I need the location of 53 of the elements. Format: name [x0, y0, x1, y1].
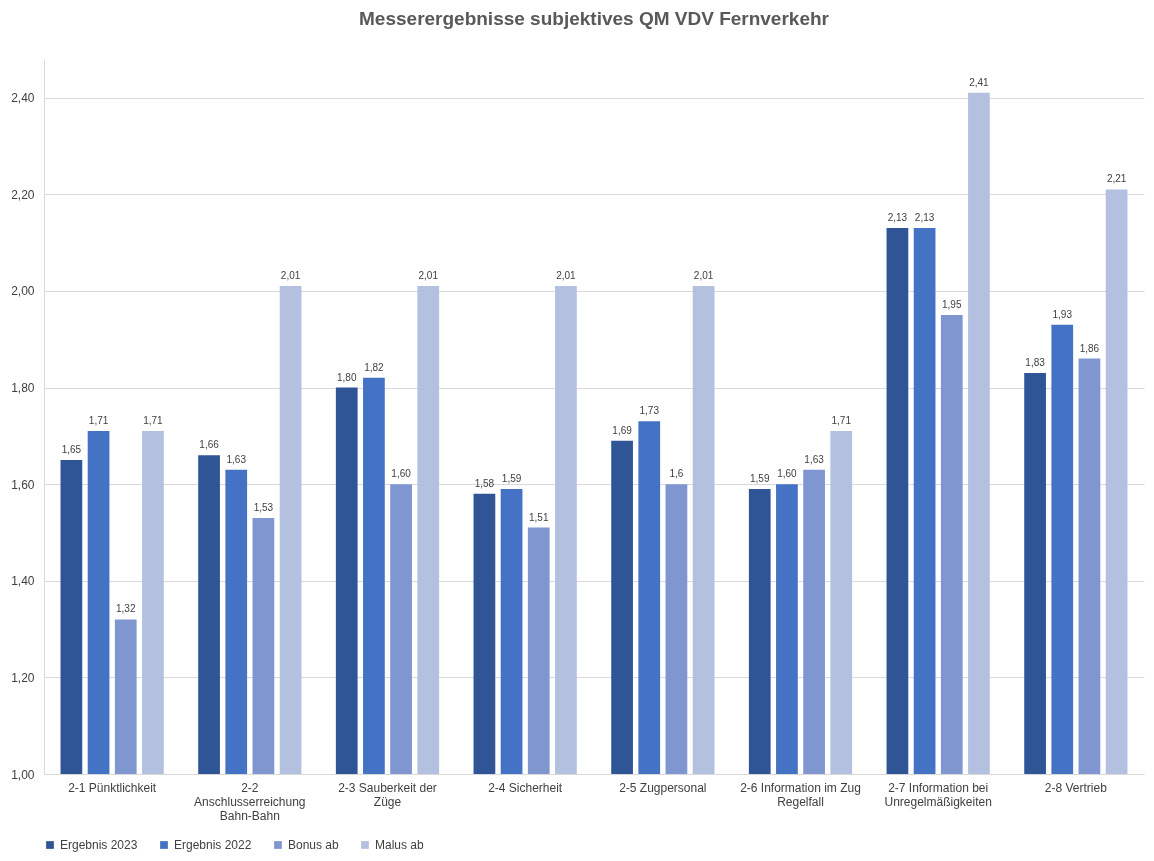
legend-label: Ergebnis 2022 [174, 838, 252, 852]
x-tick-label: 2-4 Sicherheit [488, 780, 563, 795]
data-label: 2,21 [1106, 173, 1127, 185]
data-label: 2,41 [969, 76, 990, 88]
x-tick-label: 2-2 Anschlusserreichung Bahn-Bahn [194, 780, 306, 823]
data-label: 1,59 [501, 472, 522, 484]
data-label: 1,66 [199, 439, 220, 451]
data-label: 1,71 [831, 414, 852, 426]
x-tick-label: 2-3 Sauberkeit der Züge [338, 780, 437, 809]
y-tick-label: 1,20 [11, 670, 35, 685]
x-tick-label: 2-5 Zugpersonal [619, 780, 707, 795]
data-label: 2,13 [887, 212, 908, 224]
data-label: 1,83 [1025, 357, 1046, 369]
data-label: 1,65 [61, 443, 82, 455]
legend-label: Malus ab [375, 838, 425, 852]
data-label: 1,60 [777, 468, 798, 480]
data-label: 2,01 [693, 270, 714, 282]
data-label: 1,95 [942, 299, 962, 311]
data-label: 2,01 [556, 270, 577, 282]
data-label: 1,69 [612, 424, 633, 436]
data-label: 1,32 [116, 603, 136, 615]
y-tick-label: 2,40 [11, 91, 35, 106]
data-label: 1,63 [804, 453, 825, 465]
data-label: 1,86 [1079, 342, 1100, 354]
data-label: 1,58 [474, 477, 495, 489]
data-label: 1,59 [750, 472, 770, 484]
y-tick-label: 1,80 [11, 381, 35, 396]
data-label: 2,13 [914, 212, 935, 224]
x-tick-label: 2-1 Pünktlichkeit [68, 780, 157, 795]
x-tick-label: 2-6 Information im Zug Regelfall [740, 780, 861, 809]
y-tick-label: 2,20 [11, 187, 35, 202]
data-label: 1,63 [226, 453, 247, 465]
legend-label: Bonus ab [288, 838, 340, 852]
legend-label: Ergebnis 2023 [60, 838, 138, 852]
data-label: 1,82 [364, 361, 385, 373]
data-label: 1,51 [529, 511, 549, 523]
data-label: 1,93 [1052, 308, 1073, 320]
data-label: 2,01 [418, 270, 439, 282]
data-label: 1,71 [143, 414, 164, 426]
data-label: 2,01 [280, 270, 301, 282]
x-tick-label: 2-8 Vertrieb [1044, 780, 1108, 795]
y-tick-label: 1,40 [11, 574, 35, 589]
x-tick-label: 2-7 Information bei Unregelmäßigkeiten [884, 780, 992, 809]
y-tick-label: 1,00 [11, 767, 35, 782]
data-label: 1,53 [253, 501, 274, 513]
chart-title: Messerergebnisse subjektives QM VDV Fernverkehr [359, 8, 830, 29]
y-tick-label: 2,00 [11, 284, 35, 299]
data-label: 1,60 [391, 468, 412, 480]
y-tick-label: 1,60 [11, 477, 35, 492]
data-label: 1,71 [88, 414, 109, 426]
data-label: 1,80 [337, 371, 357, 383]
data-label: 1,73 [639, 405, 660, 417]
data-label: 1,6 [669, 468, 684, 480]
